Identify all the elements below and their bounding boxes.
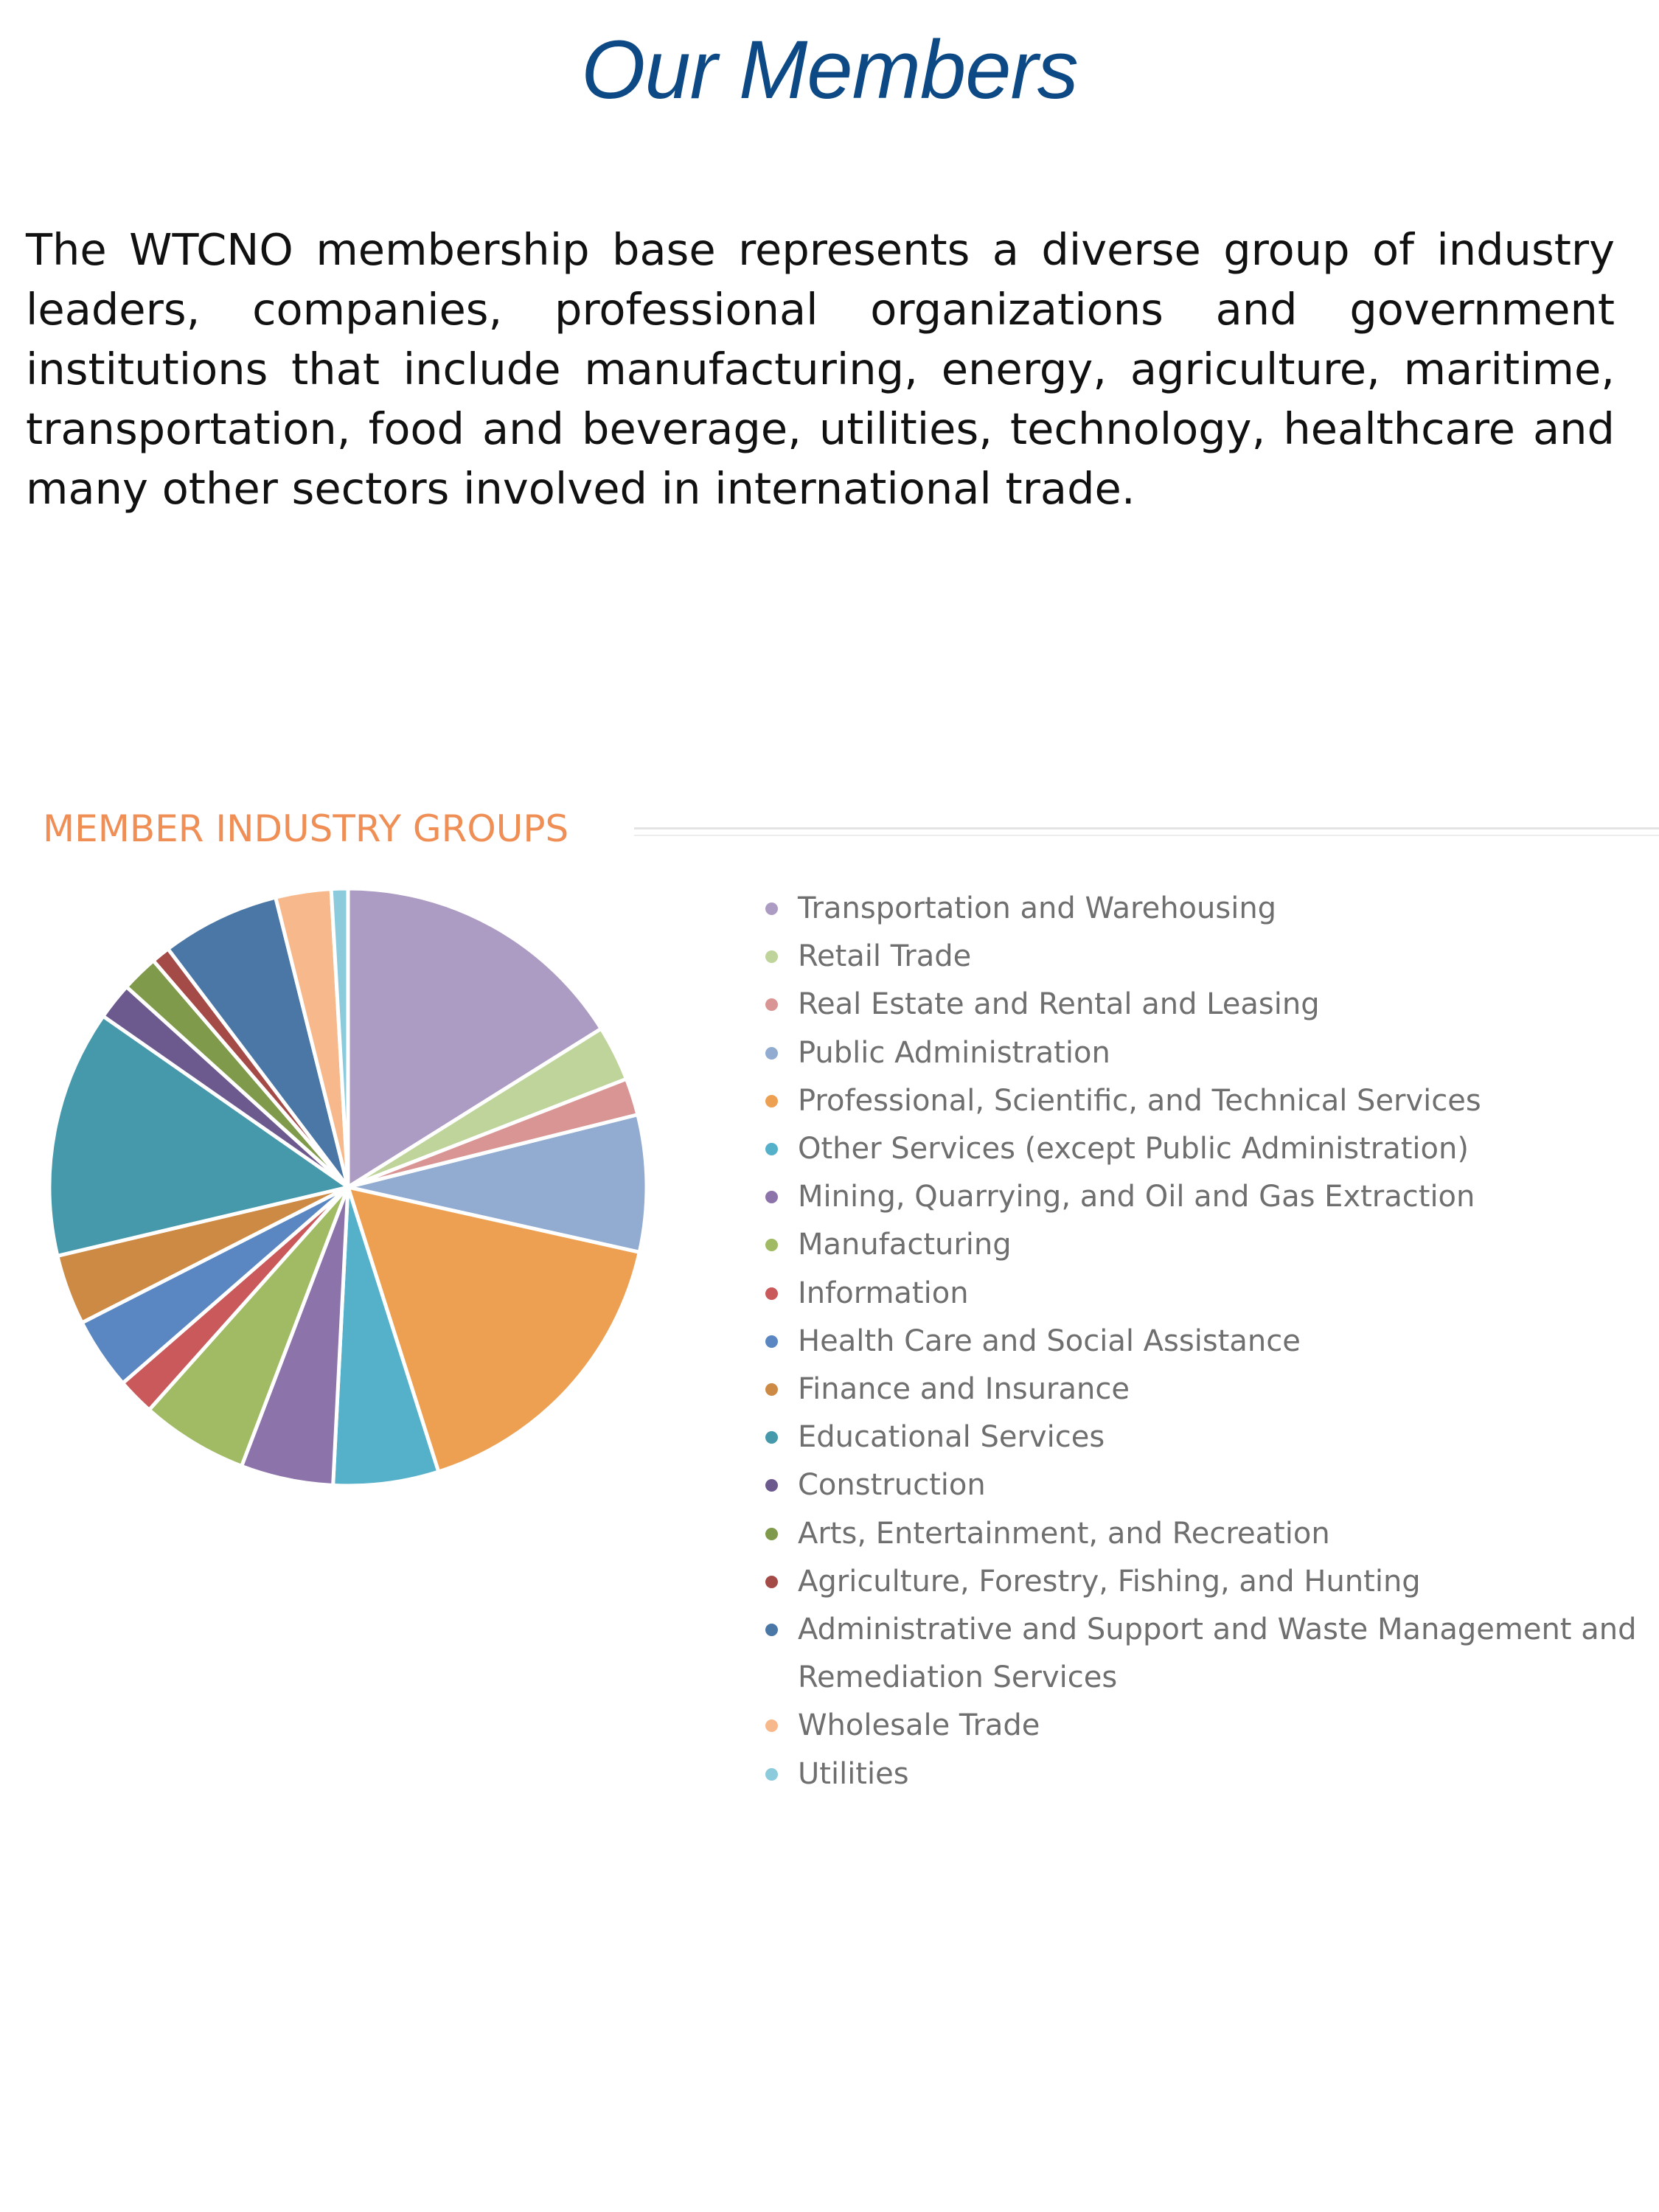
legend-label: Professional, Scientific, and Technical … — [798, 1083, 1481, 1118]
heading-divider-secondary — [634, 835, 1659, 836]
legend-label: Information — [798, 1276, 969, 1310]
pie-slice-0 — [346, 886, 603, 1189]
legend-swatch — [765, 902, 778, 915]
legend-item: Finance and Insurance — [759, 1366, 1644, 1413]
legend-swatch — [765, 1431, 778, 1444]
legend-item: Health Care and Social Assistance — [759, 1318, 1644, 1366]
legend-swatch — [765, 1767, 778, 1781]
legend-swatch — [765, 1046, 778, 1060]
legend-item: Professional, Scientific, and Technical … — [759, 1077, 1644, 1125]
legend-swatch — [765, 1239, 778, 1252]
legend-swatch — [765, 1143, 778, 1156]
pie-slice-11 — [47, 1014, 350, 1258]
legend-label: Public Administration — [798, 1035, 1110, 1070]
legend-label: Retail Trade — [798, 939, 972, 974]
legend-label: Transportation and Warehousing — [798, 891, 1277, 925]
legend-label: Other Services (except Public Administra… — [798, 1132, 1469, 1166]
legend-item: Manufacturing — [759, 1221, 1644, 1269]
legend-item: Construction — [759, 1461, 1644, 1509]
legend-label: Arts, Entertainment, and Recreation — [798, 1516, 1330, 1551]
legend-item: Other Services (except Public Administra… — [759, 1125, 1644, 1173]
legend-label: Real Estate and Rental and Leasing — [798, 987, 1320, 1022]
legend-item: Information — [759, 1270, 1644, 1318]
legend-label: Administrative and Support and Waste Man… — [798, 1613, 1637, 1695]
legend-label: Construction — [798, 1468, 986, 1503]
legend-label: Manufacturing — [798, 1228, 1012, 1262]
pie-slice-15 — [166, 895, 350, 1189]
legend-label: Utilities — [798, 1756, 909, 1791]
legend-item: Mining, Quarrying, and Oil and Gas Extra… — [759, 1173, 1644, 1221]
pie-slice-7 — [147, 1185, 350, 1468]
legend-swatch — [765, 1479, 778, 1492]
legend-label: Finance and Insurance — [798, 1372, 1130, 1407]
legend-item: Utilities — [759, 1750, 1644, 1798]
pie-slice-17 — [329, 886, 350, 1189]
legend-swatch — [765, 1191, 778, 1204]
legend-swatch — [765, 1624, 778, 1637]
legend-item: Transportation and Warehousing — [759, 885, 1644, 933]
page-title: Our Members — [581, 24, 1079, 116]
legend-swatch — [765, 998, 778, 1012]
legend-item: Wholesale Trade — [759, 1702, 1644, 1750]
legend-label: Agriculture, Forestry, Fishing, and Hunt… — [798, 1564, 1421, 1599]
legend-swatch — [765, 1094, 778, 1107]
chart-title: MEMBER INDUSTRY GROUPS — [43, 807, 569, 850]
pie-slice-4 — [346, 1185, 641, 1474]
intro-paragraph: The WTCNO membership base represents a d… — [26, 224, 1615, 514]
legend-label: Wholesale Trade — [798, 1708, 1040, 1743]
legend-swatch — [765, 1719, 778, 1733]
chart-legend: Transportation and Warehousing Retail Tra… — [759, 885, 1644, 1798]
legend-item: Retail Trade — [759, 933, 1644, 981]
legend-item: Real Estate and Rental and Leasing — [759, 981, 1644, 1029]
pie-slice-5 — [331, 1185, 441, 1488]
legend-label: Mining, Quarrying, and Oil and Gas Extra… — [798, 1180, 1475, 1214]
pie-chart — [47, 886, 649, 1488]
legend-swatch — [765, 950, 778, 964]
heading-divider — [634, 827, 1659, 830]
legend-item: Public Administration — [759, 1029, 1644, 1077]
legend-swatch — [765, 1383, 778, 1397]
legend-item: Educational Services — [759, 1413, 1644, 1461]
legend-swatch — [765, 1575, 778, 1588]
legend-swatch — [765, 1287, 778, 1300]
legend-swatch — [765, 1527, 778, 1540]
legend-label: Health Care and Social Assistance — [798, 1324, 1301, 1358]
legend-item: Administrative and Support and Waste Man… — [759, 1606, 1644, 1702]
legend-item: Arts, Entertainment, and Recreation — [759, 1510, 1644, 1558]
legend-item: Agriculture, Forestry, Fishing, and Hunt… — [759, 1558, 1644, 1606]
legend-label: Educational Services — [798, 1420, 1105, 1455]
legend-swatch — [765, 1335, 778, 1348]
pie-slice-3 — [346, 1113, 649, 1254]
